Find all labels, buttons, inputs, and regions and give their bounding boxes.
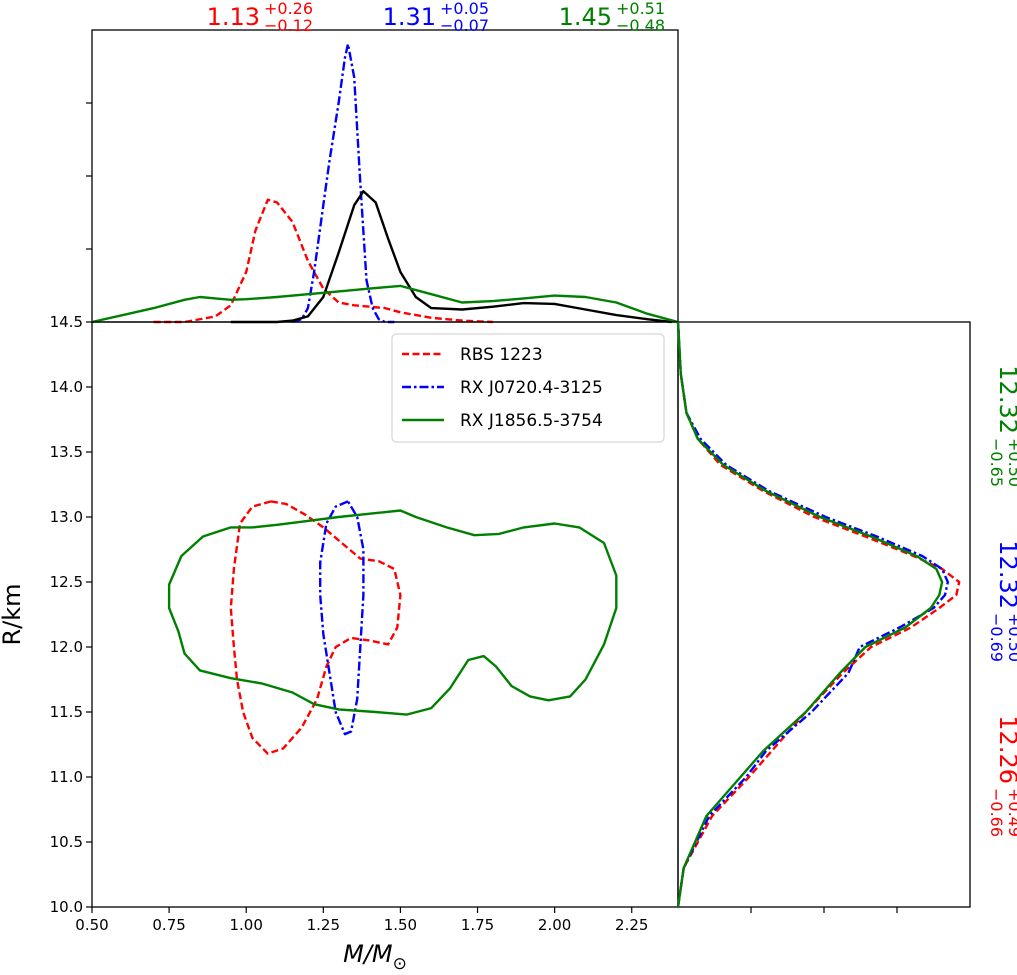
top-estimate: 1.45 +0.51−0.48 xyxy=(559,0,665,35)
svg-text:+0.50: +0.50 xyxy=(1005,613,1017,662)
top-marginal-panel xyxy=(86,29,679,324)
y-tick-label: 10.5 xyxy=(50,833,83,851)
svg-text:−0.48: −0.48 xyxy=(616,16,665,35)
estimate-annotations: 1.13 +0.26−0.12 1.31 +0.05−0.07 1.45 +0.51−0.… xyxy=(207,0,1017,837)
svg-text:+0.50: +0.50 xyxy=(1005,438,1017,487)
svg-text:−0.66: −0.66 xyxy=(987,788,1006,837)
x-tick-label: 0.75 xyxy=(152,916,185,934)
right-estimate: 12.26 +0.49−0.66 xyxy=(987,715,1017,837)
svg-text:1.31: 1.31 xyxy=(383,3,436,31)
x-tick-label: 1.75 xyxy=(461,916,494,934)
svg-text:12.32: 12.32 xyxy=(994,540,1017,609)
svg-text:+0.49: +0.49 xyxy=(1005,788,1017,837)
top-estimate: 1.31 +0.05−0.07 xyxy=(383,0,489,35)
x-tick-label: 0.50 xyxy=(75,916,108,934)
svg-text:−0.65: −0.65 xyxy=(987,438,1006,487)
y-tick-label: 13.0 xyxy=(50,508,83,526)
y-tick-label: 13.5 xyxy=(50,443,83,461)
svg-text:1.13: 1.13 xyxy=(207,3,260,31)
top-density-2 xyxy=(292,42,395,324)
x-axis-label: M/M⊙ xyxy=(343,940,407,974)
right-density-3 xyxy=(676,321,944,908)
x-tick-label: 1.00 xyxy=(230,916,263,934)
contour-3 xyxy=(167,509,618,716)
legend-label: RX J0720.4-3125 xyxy=(460,378,603,398)
svg-text:+0.26: +0.26 xyxy=(264,0,313,18)
svg-text:−0.12: −0.12 xyxy=(264,16,313,35)
svg-text:+0.51: +0.51 xyxy=(616,0,665,18)
svg-text:−0.07: −0.07 xyxy=(440,16,489,35)
y-tick-label: 12.5 xyxy=(50,573,83,591)
svg-text:1.45: 1.45 xyxy=(559,3,612,31)
right-marginal-panel xyxy=(676,321,971,913)
y-axis-label: R/km xyxy=(0,583,26,645)
y-tick-label: 11.5 xyxy=(50,703,83,721)
x-tick-label: 2.00 xyxy=(538,916,571,934)
right-density-1 xyxy=(676,321,961,908)
top-density-4 xyxy=(91,284,679,324)
svg-text:12.32: 12.32 xyxy=(994,365,1017,434)
svg-text:−0.69: −0.69 xyxy=(987,613,1006,662)
joint-contour-panel: 0.50 0.75 1.00 1.25 1.50 1.75 2.00 2.25 10.0 10.5… xyxy=(0,313,679,974)
legend-box xyxy=(391,333,665,443)
svg-text:+0.05: +0.05 xyxy=(440,0,489,18)
y-tick-label: 11.0 xyxy=(50,768,83,786)
right-axes-frame xyxy=(677,321,971,908)
y-tick-label: 12.0 xyxy=(50,638,83,656)
y-tick-label: 14.5 xyxy=(50,313,83,331)
y-tick-label: 14.0 xyxy=(50,378,83,396)
contour-2 xyxy=(319,500,365,736)
top-density-1 xyxy=(153,198,493,324)
legend-label: RBS 1223 xyxy=(460,345,543,365)
right-estimate: 12.32 +0.50−0.65 xyxy=(987,365,1017,487)
contour-1 xyxy=(229,500,402,755)
svg-text:12.26: 12.26 xyxy=(994,715,1017,784)
legend: RBS 1223 RX J0720.4-3125 RX J1856.5-3754 xyxy=(391,333,665,443)
x-tick-label: 2.25 xyxy=(615,916,648,934)
x-tick-label: 1.25 xyxy=(307,916,340,934)
top-axes-frame xyxy=(91,29,679,323)
y-tick-label: 10.0 xyxy=(50,898,83,916)
right-estimate: 12.32 +0.50−0.69 xyxy=(987,540,1017,662)
legend-label: RX J1856.5-3754 xyxy=(460,411,603,431)
top-density-3 xyxy=(230,190,672,324)
right-density-2 xyxy=(676,321,949,908)
top-estimate: 1.13 +0.26−0.12 xyxy=(207,0,313,35)
x-tick-label: 1.50 xyxy=(384,916,417,934)
